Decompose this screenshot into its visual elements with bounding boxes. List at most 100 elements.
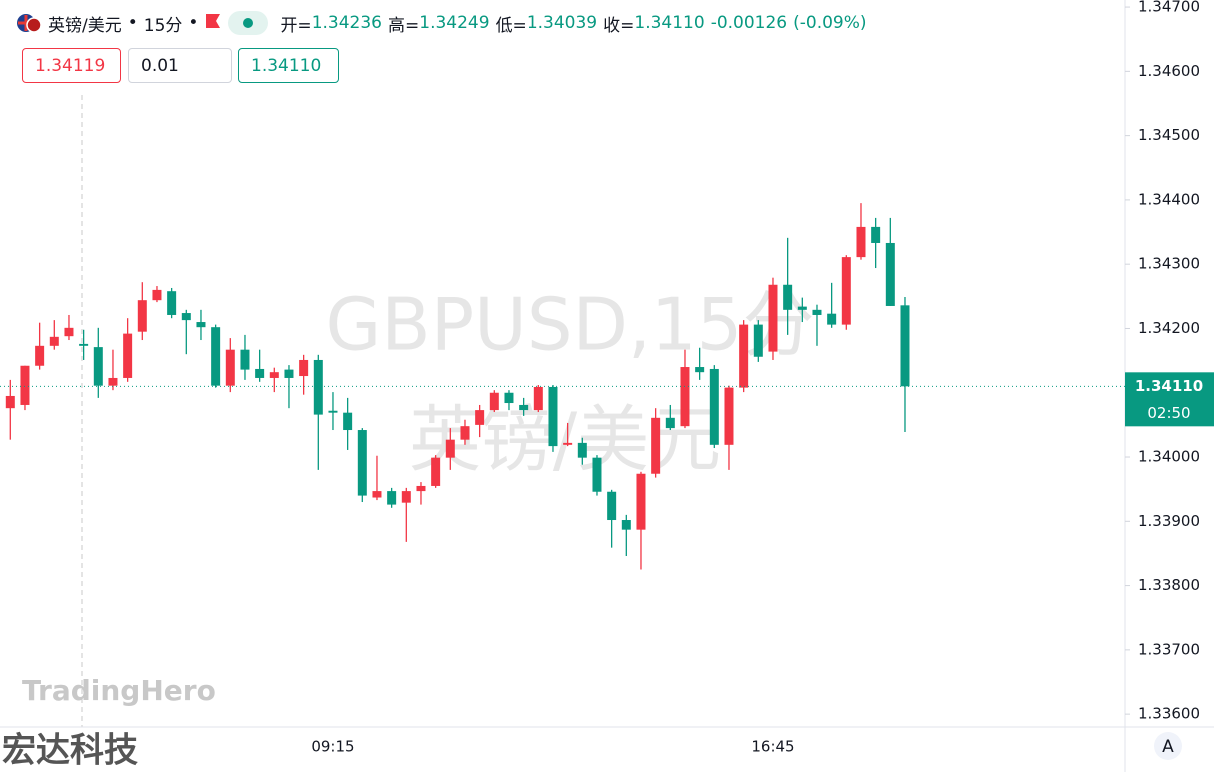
candle-body — [416, 485, 426, 492]
candle-body — [167, 291, 177, 315]
candle-body — [607, 491, 617, 521]
y-tick-label: 1.33600 — [1138, 705, 1200, 723]
interval[interactable]: 15分 — [143, 15, 183, 36]
flag-icon[interactable] — [204, 12, 222, 35]
y-tick-label: 1.34500 — [1138, 126, 1200, 144]
y-tick-label: 1.33700 — [1138, 640, 1200, 658]
candle-body — [123, 333, 133, 378]
change-pct: (-0.09%) — [793, 13, 867, 33]
candle-body — [841, 257, 851, 325]
candle-body — [797, 306, 807, 310]
symbol[interactable]: 英镑/美元 — [48, 15, 122, 36]
buy-button[interactable]: 1.34110 — [238, 48, 339, 83]
candle-body — [240, 349, 250, 370]
y-tick-label: 1.34200 — [1138, 319, 1200, 337]
candle-body — [431, 457, 441, 486]
candle-body — [313, 359, 323, 415]
brand: 宏达科技 — [2, 731, 138, 771]
candle-body — [695, 367, 705, 373]
sell-button[interactable]: 1.34119 — [22, 48, 121, 83]
candle-body — [181, 313, 191, 321]
scale-button-label[interactable]: A — [1162, 737, 1174, 757]
candle-body — [269, 372, 279, 378]
candle-body — [665, 417, 675, 429]
ohlc-value: 1.34110 — [634, 13, 705, 33]
candle-body — [196, 322, 206, 328]
ohlc-value: 1.34236 — [311, 13, 382, 33]
candle-body — [621, 520, 631, 530]
candle-body — [680, 367, 690, 427]
candle-body — [724, 387, 734, 445]
candle-body — [211, 327, 221, 386]
status-pill[interactable] — [228, 11, 269, 35]
candle-body — [856, 226, 866, 258]
candle-body — [489, 392, 499, 411]
candle-body — [577, 442, 587, 458]
candle-body — [753, 324, 763, 357]
candle-body — [401, 491, 411, 503]
candle-body — [636, 473, 646, 530]
candle-body — [563, 442, 573, 445]
candle-body — [533, 386, 543, 411]
countdown: 02:50 — [1147, 404, 1190, 422]
ohlc-label: 收= — [603, 15, 635, 36]
header: 英镑/美元 • 15分 • 开= 1.34236 高= 1.34249 低= 1.3403… — [16, 8, 867, 38]
last-price-label: 1.34110 — [1135, 377, 1203, 395]
y-tick-label: 1.34700 — [1138, 0, 1200, 16]
candle-body — [79, 343, 89, 346]
y-tick-label: 1.33900 — [1138, 512, 1200, 530]
watermark: GBPUSD,15分 — [326, 283, 815, 367]
ohlc-label: 开= — [280, 15, 312, 36]
candle-body — [387, 491, 397, 505]
candle-body — [255, 368, 265, 378]
candle-body — [871, 226, 881, 243]
y-tick-label: 1.34400 — [1138, 190, 1200, 208]
ohlc-label: 高= — [388, 15, 420, 36]
candle-body — [20, 365, 30, 405]
candle-body — [651, 417, 661, 474]
ohlc-value: 1.34039 — [526, 13, 598, 33]
logo: TradingHero — [22, 674, 216, 707]
candle-body — [108, 377, 118, 386]
candle-body — [445, 439, 455, 458]
candle-body — [900, 305, 910, 387]
ohlc-value: 1.34249 — [419, 13, 490, 33]
candle-body — [460, 426, 470, 440]
candle-body — [709, 368, 719, 445]
change: -0.00126 — [710, 13, 788, 33]
candle-body — [739, 324, 749, 388]
candle-body — [5, 395, 15, 409]
candle-body — [475, 410, 485, 425]
quantity-input[interactable]: 0.01 — [128, 48, 232, 83]
x-tick-label: 16:45 — [751, 738, 794, 756]
candle-body — [504, 392, 514, 404]
candle-body — [343, 412, 353, 431]
x-tick-label: 09:15 — [311, 738, 354, 756]
candle-body — [519, 404, 529, 411]
candle-body — [357, 430, 367, 496]
candle-body — [592, 457, 602, 492]
candle-body — [64, 327, 74, 337]
candle-body — [35, 345, 45, 366]
y-tick-label: 1.34600 — [1138, 62, 1200, 80]
candle-body — [548, 386, 558, 447]
candle-body — [284, 369, 294, 378]
y-tick-label: 1.34000 — [1138, 448, 1200, 466]
candle-body — [93, 347, 103, 386]
watermark: 英镑/美元 — [409, 398, 721, 482]
candle-body — [372, 491, 382, 498]
last-price-tag — [1125, 372, 1214, 427]
candle-body — [827, 313, 837, 325]
candle-body — [152, 289, 162, 301]
candle-body — [885, 242, 895, 306]
y-tick-label: 1.33800 — [1138, 576, 1200, 594]
scale-button[interactable] — [1154, 732, 1182, 760]
candle-body — [812, 309, 822, 315]
y-tick-label: 1.34300 — [1138, 255, 1200, 273]
flag — [16, 13, 42, 33]
candle-body — [137, 300, 147, 332]
candle-body — [328, 410, 338, 413]
